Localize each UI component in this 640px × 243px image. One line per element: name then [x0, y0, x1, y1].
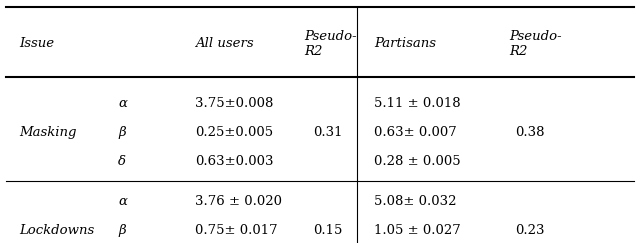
Text: Partisans: Partisans — [374, 37, 436, 50]
Text: β: β — [118, 126, 126, 139]
Text: Pseudo-
R2: Pseudo- R2 — [304, 30, 356, 58]
Text: Masking: Masking — [19, 126, 77, 139]
Text: 0.63± 0.007: 0.63± 0.007 — [374, 126, 457, 139]
Text: 3.75±0.008: 3.75±0.008 — [195, 97, 273, 110]
Text: Pseudo-
R2: Pseudo- R2 — [509, 30, 561, 58]
Text: 1.05 ± 0.027: 1.05 ± 0.027 — [374, 224, 461, 237]
Text: 0.23: 0.23 — [515, 224, 545, 237]
Text: Issue: Issue — [19, 37, 54, 50]
Text: 0.31: 0.31 — [314, 126, 343, 139]
Text: 0.38: 0.38 — [515, 126, 545, 139]
Text: All users: All users — [195, 37, 254, 50]
Text: 5.11 ± 0.018: 5.11 ± 0.018 — [374, 97, 461, 110]
Text: 0.15: 0.15 — [314, 224, 343, 237]
Text: 0.75± 0.017: 0.75± 0.017 — [195, 224, 278, 237]
Text: 3.76 ± 0.020: 3.76 ± 0.020 — [195, 195, 282, 208]
Text: 0.28 ± 0.005: 0.28 ± 0.005 — [374, 155, 461, 168]
Text: β: β — [118, 224, 126, 237]
Text: δ: δ — [118, 155, 127, 168]
Text: 5.08± 0.032: 5.08± 0.032 — [374, 195, 457, 208]
Text: α: α — [118, 195, 127, 208]
Text: 0.63±0.003: 0.63±0.003 — [195, 155, 274, 168]
Text: Lockdowns: Lockdowns — [19, 224, 95, 237]
Text: α: α — [118, 97, 127, 110]
Text: 0.25±0.005: 0.25±0.005 — [195, 126, 273, 139]
